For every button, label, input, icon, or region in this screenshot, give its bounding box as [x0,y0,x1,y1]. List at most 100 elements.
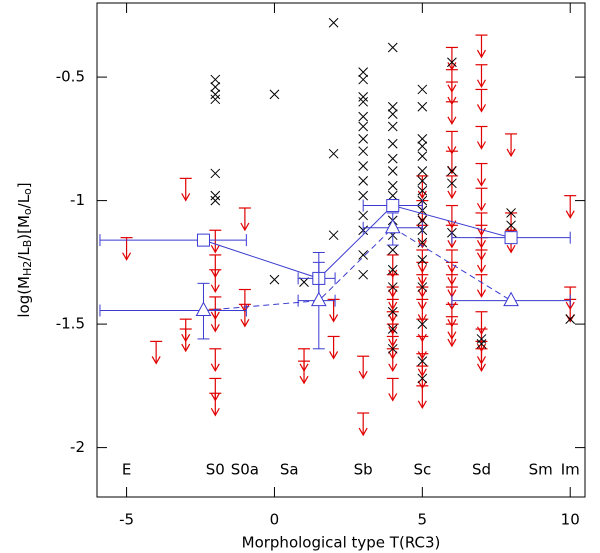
upper-limit [475,249,488,274]
limit-arrow [210,284,220,293]
detection [358,92,369,102]
y-label-part: ] [15,182,33,188]
limit-arrow [476,264,487,274]
upper-limit [475,64,488,88]
limit-arrow [299,375,309,385]
detection [565,314,576,325]
y-tick-label: -2 [70,438,85,456]
x-tick-label: -5 [119,511,134,529]
detection [417,255,428,265]
detection [387,343,398,354]
y-label-part: /L [15,194,33,208]
upper-limit [298,360,311,385]
detection [328,17,339,28]
detection [417,141,428,152]
upper-limit [179,328,192,353]
limit-arrow [181,343,191,353]
y-tick-label: -0.5 [56,68,85,86]
detection [269,89,280,100]
y-tick-label: -1.5 [56,315,85,333]
limit-arrow [476,141,487,150]
detection [387,306,398,317]
limit-arrow [447,338,457,348]
x-tick-label: 5 [418,511,428,529]
detection [358,74,369,85]
mean-line [203,204,512,279]
upper-limit [475,88,488,113]
x-tick-label: 10 [561,511,580,529]
limit-arrow [476,289,487,298]
detection [210,190,221,201]
limit-arrow [506,148,516,158]
type-label: Sc [413,460,431,478]
detection [417,215,428,226]
mean-triangle [503,291,519,307]
plot-frame [96,2,586,498]
detection [210,94,221,105]
limit-arrow [476,104,487,113]
upper-limit [475,125,488,150]
upper-limit [445,130,458,155]
detection [358,210,369,221]
detection [358,146,369,157]
upper-limit [327,298,340,323]
type-label: S0a [231,460,259,478]
detection [358,269,369,280]
detection [417,373,428,384]
limit-arrow [329,314,339,323]
type-label: Sm [529,460,553,478]
x-axis-label: Morphological type T(RC3) [242,534,441,552]
limit-arrow [181,193,191,202]
upper-limit [209,392,222,417]
upper-limit [475,274,488,298]
upper-limit [475,348,488,373]
limit-arrow [358,427,368,437]
detection [417,133,428,144]
limit-arrow [476,79,487,88]
detection [387,121,398,132]
detection [358,111,369,122]
limit-arrow [210,407,220,417]
detection [210,89,221,100]
detection [358,96,369,107]
detection [387,282,398,292]
mean-square [386,199,400,213]
detection [387,138,398,149]
upper-limit [445,323,458,348]
detection [358,175,369,186]
upper-limit [445,204,458,229]
detection [210,74,221,85]
detection [417,84,428,95]
detection [387,180,398,191]
mean-triangle [310,291,327,307]
upper-limit [475,34,488,59]
detection [358,190,369,201]
detection [387,42,398,53]
detection [417,166,428,176]
limit-arrow [122,252,132,261]
upper-limit [209,229,222,254]
upper-limit [357,412,370,437]
upper-limit [120,237,133,261]
limit-arrow [447,116,457,126]
detection [417,175,428,186]
limit-arrow [358,370,368,380]
detection [506,220,516,231]
detection [358,250,369,260]
detection [417,356,428,367]
y-label-part: /L [15,247,33,261]
y-label-part: )[M [15,215,33,240]
y-label-subscript: H2 [21,261,34,276]
detection [417,237,428,248]
upper-limit [179,177,192,202]
detection [476,339,487,349]
detection [358,161,369,171]
limit-arrow [476,49,487,59]
detection [328,230,339,241]
detection [417,282,428,292]
upper-limit [416,385,429,410]
upper-limit [238,207,251,232]
detection [210,195,221,206]
